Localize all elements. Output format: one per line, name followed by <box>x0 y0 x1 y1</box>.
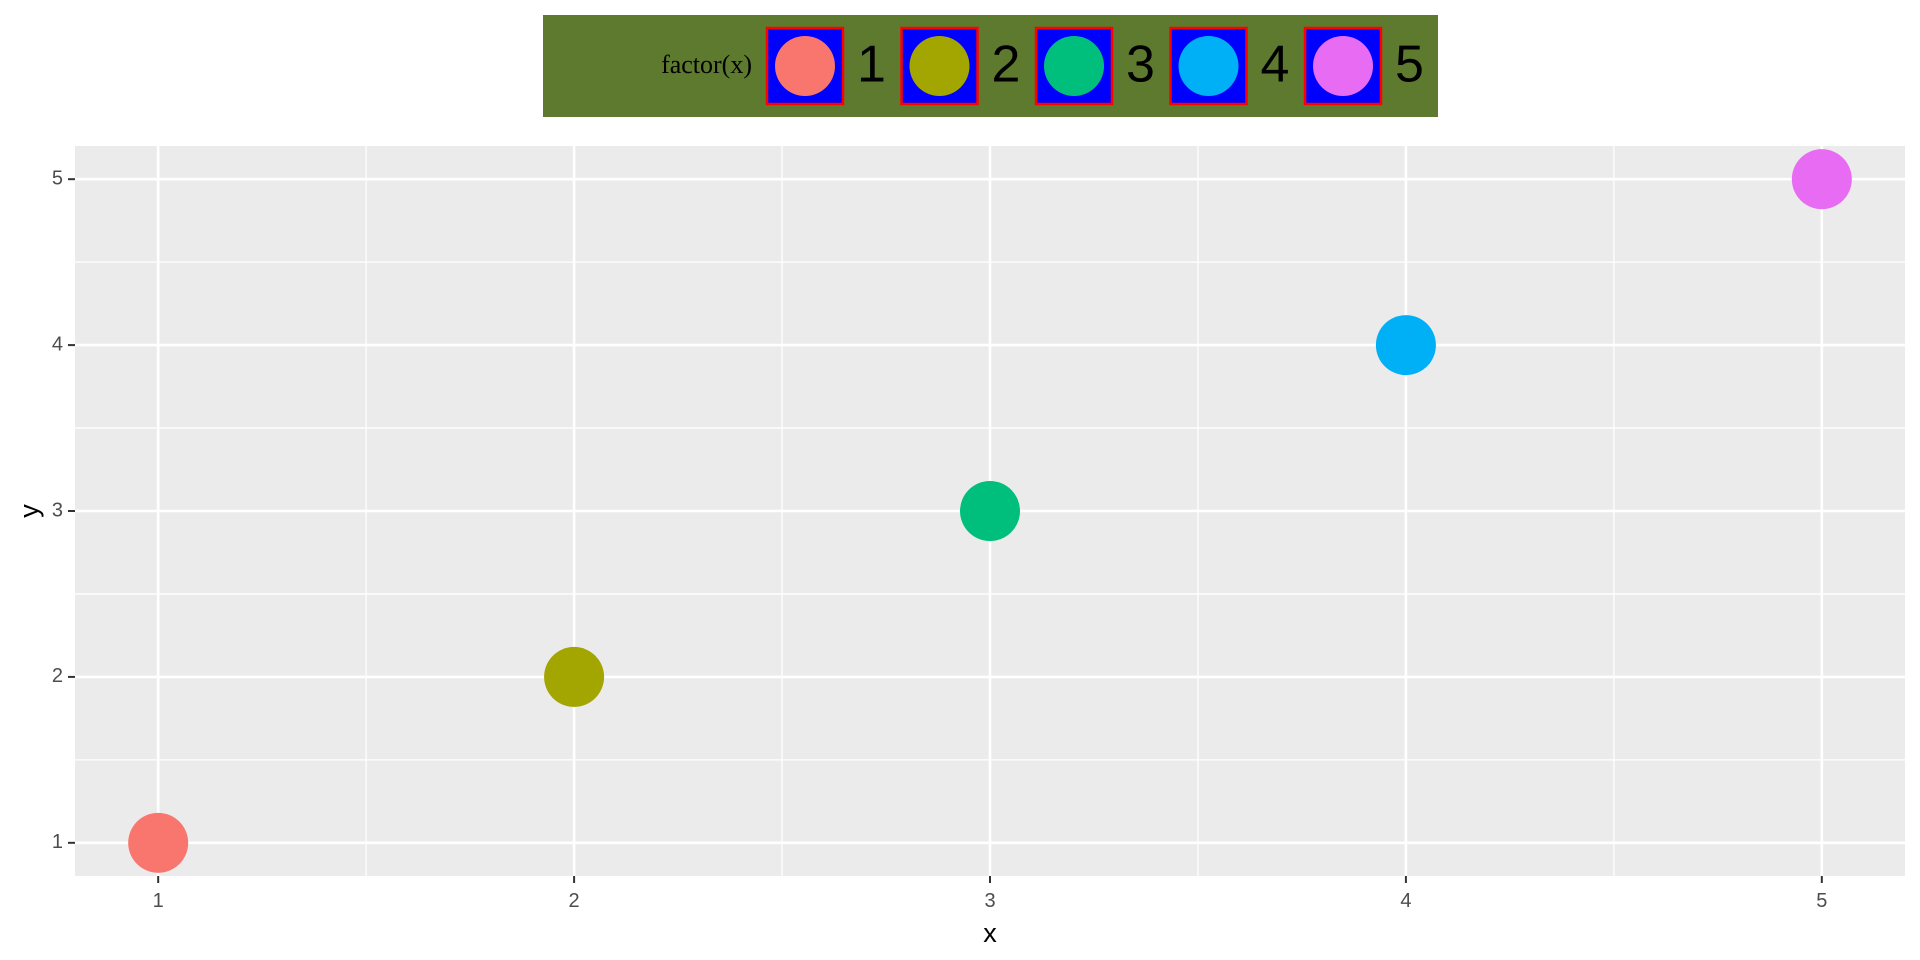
legend-key-symbol-5 <box>1313 36 1373 96</box>
x-tick-label: 3 <box>984 890 995 912</box>
y-tick-label: 4 <box>52 333 63 355</box>
x-tick-label: 5 <box>1816 890 1827 912</box>
legend: factor(x) 1 2 3 4 5 <box>543 15 1438 117</box>
y-axis: 1 2 3 4 5 <box>52 167 75 853</box>
plot-panel <box>75 146 1905 876</box>
legend-label-2: 2 <box>992 36 1021 94</box>
legend-key-symbol-2 <box>909 36 970 96</box>
legend-key-symbol-4 <box>1178 36 1239 96</box>
legend-label-4: 4 <box>1261 36 1290 94</box>
legend-background <box>543 15 1438 117</box>
data-point-1 <box>128 812 189 873</box>
y-tick-label: 1 <box>52 831 63 853</box>
legend-label-5: 5 <box>1395 36 1424 94</box>
y-tick-label: 3 <box>52 499 63 521</box>
data-point-5 <box>1791 149 1852 210</box>
data-point-4 <box>1375 315 1436 376</box>
x-tick-label: 1 <box>153 890 164 912</box>
x-axis: 1 2 3 4 5 <box>153 876 1827 912</box>
legend-label-3: 3 <box>1126 36 1155 94</box>
x-tick-label: 4 <box>1400 890 1411 912</box>
y-axis-title: y <box>14 504 44 518</box>
legend-title: factor(x) <box>661 50 752 79</box>
major-gridlines <box>75 146 1905 876</box>
x-tick-label: 2 <box>569 890 580 912</box>
data-point-3 <box>960 481 1020 541</box>
data-point-2 <box>544 646 605 707</box>
legend-key-symbol-3 <box>1044 36 1104 96</box>
y-tick-label: 5 <box>52 167 63 189</box>
legend-label-1: 1 <box>857 36 886 94</box>
data-points <box>128 149 1852 873</box>
legend-key-symbol-1 <box>775 36 835 96</box>
x-axis-title: x <box>983 918 997 948</box>
y-tick-label: 2 <box>52 665 63 687</box>
